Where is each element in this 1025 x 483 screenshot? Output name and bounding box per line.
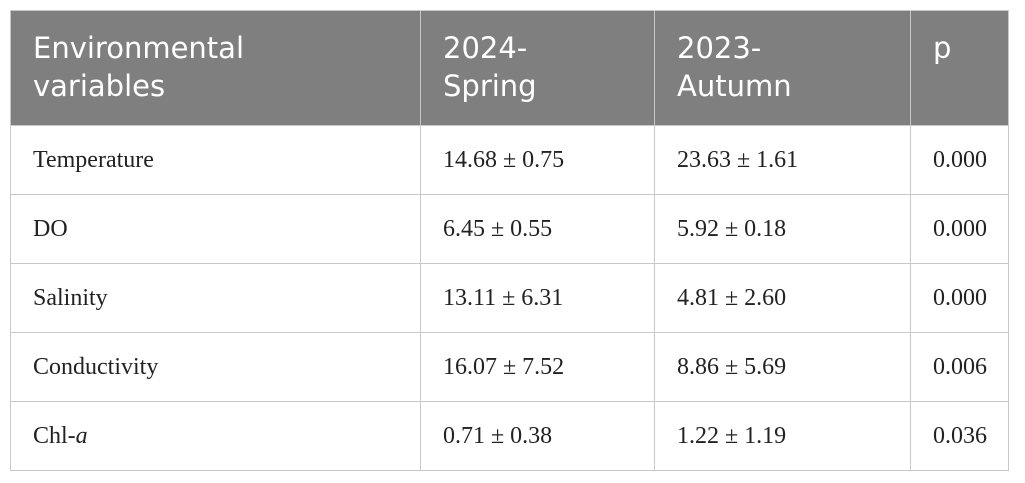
label-text: a	[75, 422, 88, 449]
label-text: Temperature	[33, 146, 154, 173]
header-text: 2023-	[677, 31, 762, 65]
row-label: Salinity	[10, 263, 421, 333]
header-row: Environmental variables 2024- Spring 2023- Au…	[10, 10, 1009, 126]
header-cell: p	[910, 10, 1009, 126]
cell-value: 0.000	[910, 125, 1009, 195]
header-text: Autumn	[677, 69, 792, 103]
cell-text: 0.71 ± 0.38	[443, 422, 553, 449]
row-label: Chl-a	[10, 401, 421, 471]
cell-text: 8.86 ± 5.69	[677, 353, 787, 380]
cell-text: 14.68 ± 0.75	[443, 146, 565, 173]
cell-value: 13.11 ± 6.31	[420, 263, 655, 333]
cell-value: 0.71 ± 0.38	[420, 401, 655, 471]
header-cell: 2024- Spring	[420, 10, 655, 126]
table-header: Environmental variables 2024- Spring 2023- Au…	[10, 10, 1009, 126]
cell-value: 4.81 ± 2.60	[654, 263, 911, 333]
cell-value: 0.000	[910, 194, 1009, 264]
cell-text: 0.000	[933, 215, 987, 242]
header-text: p	[933, 31, 952, 65]
header-cell: Environmental variables	[10, 10, 421, 126]
cell-text: 0.000	[933, 284, 987, 311]
label-text: Conductivity	[33, 353, 159, 380]
cell-text: 1.22 ± 1.19	[677, 422, 787, 449]
cell-text: 23.63 ± 1.61	[677, 146, 799, 173]
table-row: DO 6.45 ± 0.55 5.92 ± 0.18 0.000	[10, 194, 1009, 264]
cell-text: 0.000	[933, 146, 987, 173]
table-row: Chl-a 0.71 ± 0.38 1.22 ± 1.19 0.036	[10, 401, 1009, 471]
cell-value: 6.45 ± 0.55	[420, 194, 655, 264]
cell-value: 1.22 ± 1.19	[654, 401, 911, 471]
label-text: Salinity	[33, 284, 108, 311]
table-body: Temperature 14.68 ± 0.75 23.63 ± 1.61 0.000…	[10, 125, 1009, 471]
header-text: Environmental	[33, 31, 245, 65]
cell-value: 8.86 ± 5.69	[654, 332, 911, 402]
cell-value: 0.036	[910, 401, 1009, 471]
header-text: variables	[33, 69, 166, 103]
table-row: Salinity 13.11 ± 6.31 4.81 ± 2.60 0.000	[10, 263, 1009, 333]
table-row: Temperature 14.68 ± 0.75 23.63 ± 1.61 0.000	[10, 125, 1009, 195]
cell-value: 14.68 ± 0.75	[420, 125, 655, 195]
row-label: DO	[10, 194, 421, 264]
header-cell: 2023- Autumn	[654, 10, 911, 126]
cell-text: 6.45 ± 0.55	[443, 215, 553, 242]
cell-text: 0.006	[933, 353, 987, 380]
cell-value: 5.92 ± 0.18	[654, 194, 911, 264]
header-text: Spring	[443, 69, 537, 103]
data-table: Environmental variables 2024- Spring 2023- Au…	[10, 10, 1009, 471]
cell-value: 0.000	[910, 263, 1009, 333]
cell-value: 0.006	[910, 332, 1009, 402]
cell-text: 5.92 ± 0.18	[677, 215, 787, 242]
label-text: Chl-	[33, 422, 76, 449]
cell-text: 13.11 ± 6.31	[443, 284, 564, 311]
row-label: Conductivity	[10, 332, 421, 402]
table-row: Conductivity 16.07 ± 7.52 8.86 ± 5.69 0.006	[10, 332, 1009, 402]
header-text: 2024-	[443, 31, 528, 65]
cell-value: 23.63 ± 1.61	[654, 125, 911, 195]
label-text: DO	[33, 215, 68, 242]
cell-text: 4.81 ± 2.60	[677, 284, 787, 311]
cell-value: 16.07 ± 7.52	[420, 332, 655, 402]
row-label: Temperature	[10, 125, 421, 195]
cell-text: 16.07 ± 7.52	[443, 353, 565, 380]
cell-text: 0.036	[933, 422, 987, 449]
